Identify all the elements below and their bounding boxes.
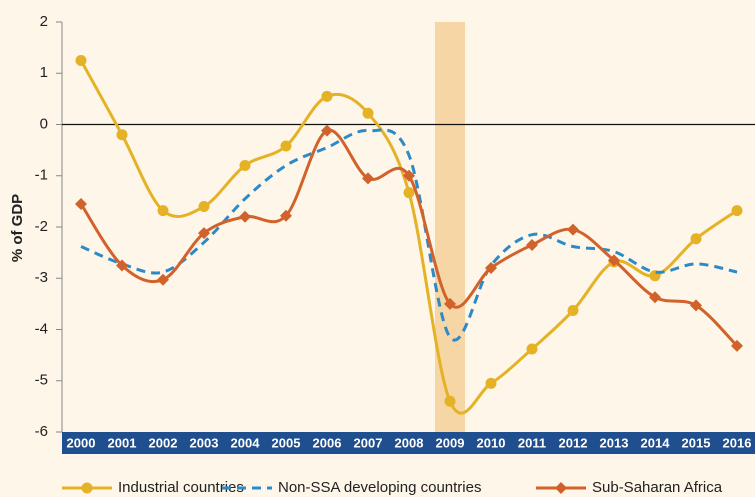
legend-label: Non-SSA developing countries xyxy=(278,479,481,496)
marker xyxy=(608,254,620,267)
x-tick-label: 2012 xyxy=(559,435,588,450)
y-tick-label: -4 xyxy=(35,320,48,337)
x-tick-label: 2015 xyxy=(682,435,711,450)
x-tick-label: 2006 xyxy=(313,435,342,450)
series-line xyxy=(80,128,738,342)
y-tick-label: -5 xyxy=(35,372,48,389)
marker xyxy=(239,210,251,223)
x-tick-label: 2011 xyxy=(518,435,546,450)
x-tick-label: 2004 xyxy=(231,435,261,450)
x-tick-label: 2013 xyxy=(600,435,629,450)
x-tick-label: 2000 xyxy=(67,435,96,450)
marker xyxy=(567,305,579,317)
marker xyxy=(485,377,497,389)
y-tick-label: 1 xyxy=(40,64,48,81)
y-tick-label: -6 xyxy=(35,423,48,440)
y-tick-label: -3 xyxy=(35,269,48,286)
marker xyxy=(485,262,497,274)
marker xyxy=(280,209,292,222)
x-tick-label: 2008 xyxy=(395,435,424,450)
marker xyxy=(362,107,374,119)
series-line xyxy=(79,128,739,347)
marker xyxy=(690,299,702,312)
marker xyxy=(280,140,292,152)
legend-label: Sub-Saharan Africa xyxy=(592,479,723,496)
marker xyxy=(649,291,661,304)
marker xyxy=(567,223,579,236)
marker xyxy=(75,54,87,66)
marker xyxy=(526,238,538,251)
marker xyxy=(239,160,251,171)
y-axis-label: % of GDP xyxy=(9,194,26,262)
marker xyxy=(690,233,702,245)
legend-marker xyxy=(555,482,567,494)
x-tick-label: 2016 xyxy=(723,435,752,450)
y-tick-label: -2 xyxy=(35,218,48,235)
marker xyxy=(75,197,87,210)
marker xyxy=(444,297,456,310)
x-axis-strip xyxy=(62,432,755,454)
legend-label: Industrial countries xyxy=(118,479,244,496)
x-tick-label: 2005 xyxy=(272,435,301,450)
x-tick-label: 2010 xyxy=(477,435,506,450)
marker xyxy=(321,124,333,137)
marker xyxy=(157,273,169,286)
x-tick-label: 2009 xyxy=(436,435,465,450)
marker xyxy=(116,129,128,141)
marker xyxy=(116,259,128,272)
marker xyxy=(731,205,743,217)
x-tick-label: 2007 xyxy=(354,435,383,450)
marker xyxy=(403,169,415,182)
marker xyxy=(403,187,415,199)
marker xyxy=(362,172,374,185)
x-tick-label: 2001 xyxy=(108,435,137,450)
marker xyxy=(526,343,538,355)
marker xyxy=(198,201,210,212)
x-tick-label: 2014 xyxy=(641,435,671,450)
legend-marker xyxy=(81,482,93,494)
marker xyxy=(198,227,210,240)
x-tick-label: 2003 xyxy=(190,435,219,450)
x-tick-label: 2002 xyxy=(149,435,178,450)
y-tick-label: 0 xyxy=(40,115,48,132)
marker xyxy=(321,90,333,102)
y-tick-label: 2 xyxy=(40,13,48,30)
series-line xyxy=(79,59,738,415)
highlight-band xyxy=(435,22,465,432)
marker xyxy=(444,395,456,407)
y-tick-label: -1 xyxy=(35,167,48,184)
marker xyxy=(731,339,743,352)
marker xyxy=(157,205,169,217)
